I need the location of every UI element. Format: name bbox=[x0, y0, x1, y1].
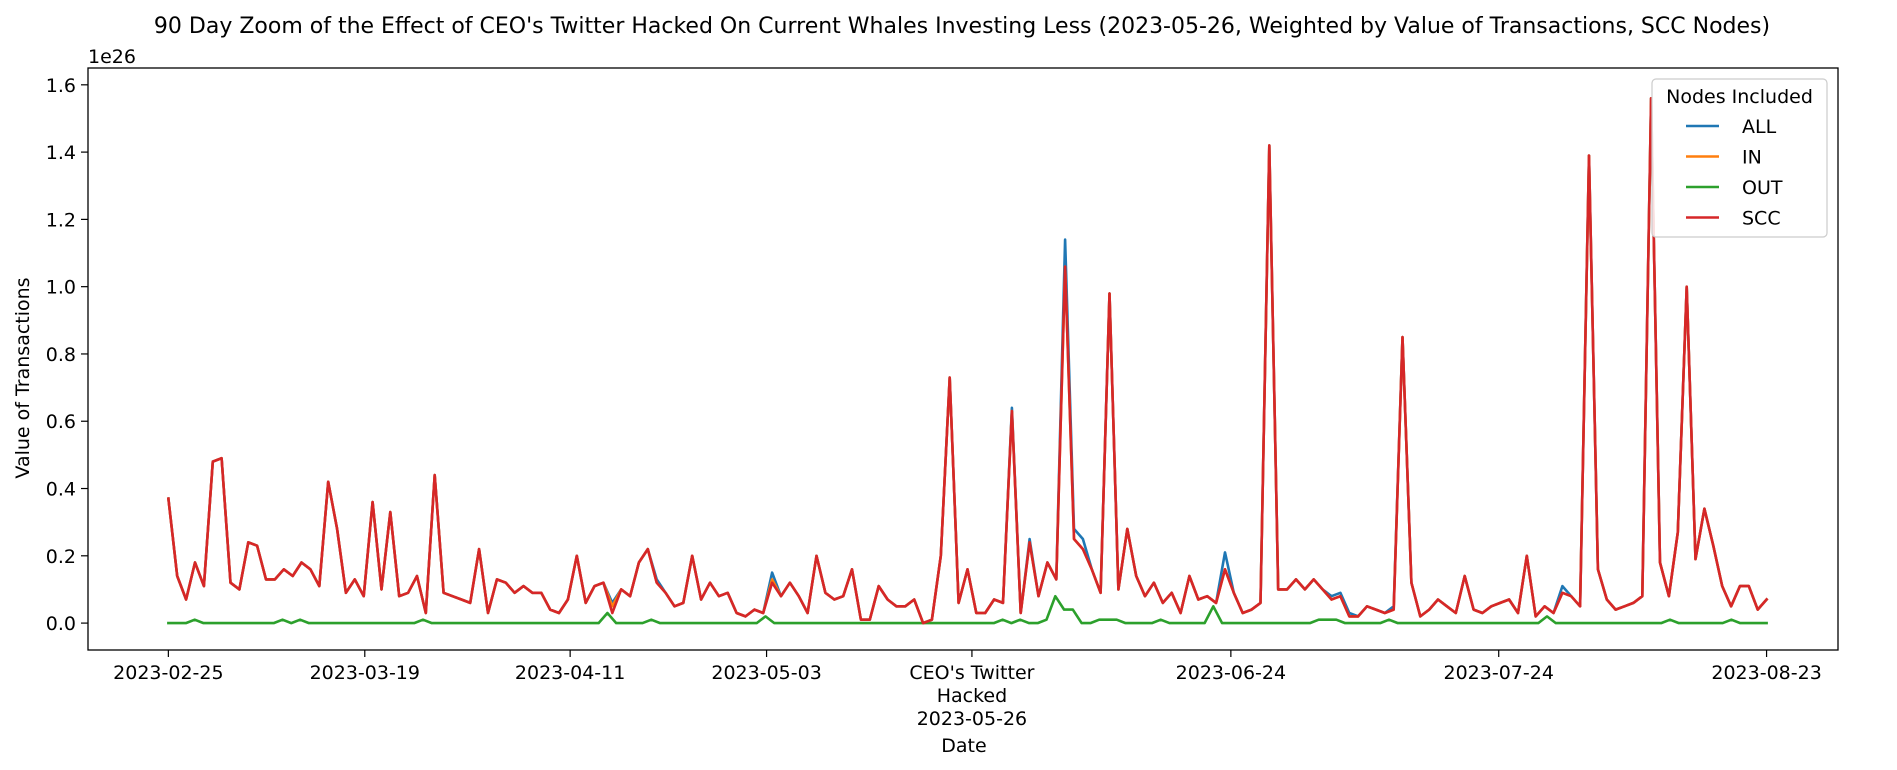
legend-label-out: OUT bbox=[1742, 177, 1783, 199]
y-tick-label: 1.0 bbox=[46, 277, 76, 299]
series-line-out bbox=[167, 594, 1768, 625]
y-axis-multiplier: 1e26 bbox=[88, 46, 136, 68]
x-axis-title: Date bbox=[941, 735, 986, 757]
x-tick-label: 2023-02-25 bbox=[113, 662, 223, 684]
y-tick-label: 0.0 bbox=[46, 613, 76, 635]
y-tick-label: 0.4 bbox=[46, 479, 76, 501]
x-tick-label: 2023-04-11 bbox=[515, 662, 625, 684]
y-tick-label: 1.4 bbox=[46, 142, 76, 164]
x-tick-label: CEO's Twitter Hacked 2023-05-26 bbox=[909, 662, 1034, 730]
series-line-scc bbox=[166, 97, 1769, 625]
x-tick-label: 2023-05-03 bbox=[711, 662, 821, 684]
legend-label-all: ALL bbox=[1742, 116, 1777, 138]
x-tick-label: 2023-06-24 bbox=[1176, 662, 1286, 684]
axes: 0.0 0.2 0.4 0.6 0.8 1.0 1.2 1.4 1.6 2023-02-25 202… bbox=[46, 67, 1839, 730]
chart-title: 90 Day Zoom of the Effect of CEO's Twitt… bbox=[154, 14, 1770, 39]
legend-label-scc: SCC bbox=[1742, 208, 1781, 230]
y-tick-label: 0.8 bbox=[46, 344, 76, 366]
y-axis-title: Value of Transactions bbox=[12, 277, 34, 478]
legend-title: Nodes Included bbox=[1666, 86, 1813, 108]
y-tick-label: 1.6 bbox=[46, 75, 76, 97]
series-lines bbox=[166, 97, 1769, 625]
x-tick-label: 2023-07-24 bbox=[1444, 662, 1554, 684]
y-tick-label: 0.2 bbox=[46, 546, 76, 568]
x-tick-label: 2023-08-23 bbox=[1711, 662, 1821, 684]
legend-label-in: IN bbox=[1742, 147, 1762, 169]
y-tick-label: 0.6 bbox=[46, 411, 76, 433]
legend-box bbox=[1651, 78, 1828, 238]
plot-frame bbox=[87, 67, 1839, 651]
y-tick-label: 1.2 bbox=[46, 209, 76, 231]
x-tick-label: 2023-03-19 bbox=[310, 662, 420, 684]
legend: Nodes Included ALL IN OUT SCC bbox=[1651, 78, 1828, 238]
